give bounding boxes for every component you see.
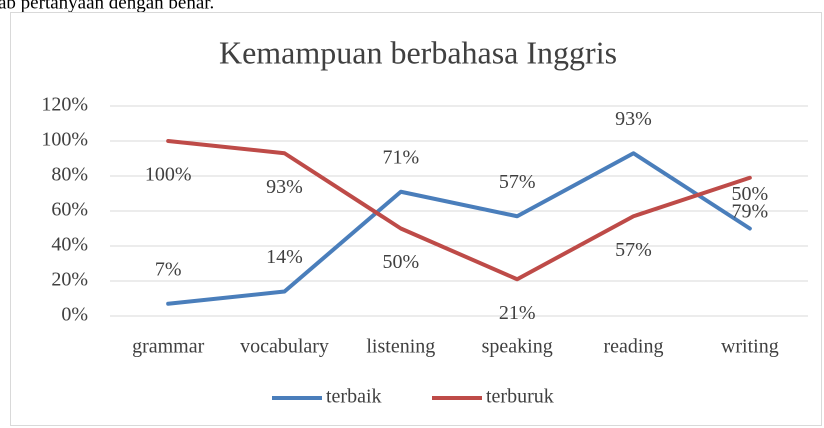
y-tick-label: 120% — [41, 94, 88, 116]
data-label: 79% — [731, 200, 768, 222]
series-line — [166, 139, 752, 282]
legend-label: terburuk — [486, 386, 554, 408]
chart-title: Kemampuan berbahasa Inggris — [219, 34, 617, 70]
data-label: 57% — [499, 171, 536, 193]
data-label: 14% — [266, 246, 303, 268]
x-tick-label: listening — [366, 336, 435, 358]
data-label: 7% — [155, 258, 182, 280]
data-label: 57% — [615, 239, 652, 261]
chart-frame — [10, 12, 822, 426]
y-tick-label: 40% — [51, 234, 88, 256]
series-line — [166, 151, 752, 306]
x-tick-label: vocabulary — [240, 336, 329, 358]
y-tick-label: 100% — [41, 129, 88, 151]
x-tick-label: speaking — [482, 336, 553, 358]
y-tick-label: 60% — [51, 199, 88, 221]
data-label: 50% — [382, 251, 419, 273]
data-label: 50% — [731, 183, 768, 205]
data-label: 100% — [145, 164, 192, 186]
y-tick-label: 80% — [51, 164, 88, 186]
data-label: 93% — [615, 108, 652, 130]
data-label: 93% — [266, 176, 303, 198]
data-label: 71% — [382, 146, 419, 168]
data-label: 21% — [499, 302, 536, 324]
legend-label: terbaik — [326, 386, 382, 408]
x-tick-label: reading — [604, 336, 664, 358]
header-text: ab pertanyaan dengan benar. — [0, 0, 214, 13]
y-tick-label: 0% — [61, 304, 88, 326]
y-tick-label: 20% — [51, 269, 88, 291]
x-tick-label: grammar — [132, 336, 205, 358]
x-tick-label: writing — [721, 336, 779, 358]
